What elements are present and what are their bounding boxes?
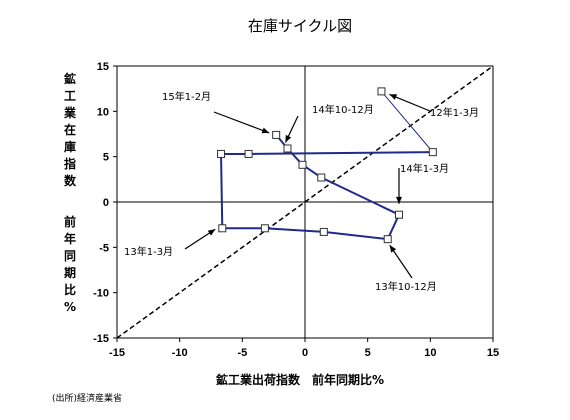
- data-point-marker: [244, 149, 253, 158]
- x-tick-label: 10: [424, 347, 436, 359]
- annotation-label: 12年1-3月: [430, 106, 479, 119]
- y-axis-label-char: 在: [64, 122, 76, 137]
- series-line-segment: [386, 214, 400, 240]
- y-axis-sublabel-char: 比: [64, 282, 76, 297]
- series-layer: [217, 87, 437, 244]
- data-point-marker: [298, 160, 307, 169]
- annotation-label: 14年1-3月: [400, 162, 449, 175]
- annotation-arrowhead: [389, 245, 397, 253]
- x-tick-label: 0: [302, 347, 308, 359]
- reference-line-layer: [116, 65, 494, 339]
- data-point-marker: [272, 130, 281, 139]
- y-tick-label: 0: [103, 197, 109, 209]
- reference-diagonal-line: [116, 65, 494, 339]
- annotation-label: 15年1-2月: [162, 90, 211, 103]
- series-line-segment: [320, 176, 400, 216]
- annotation-arrowhead: [207, 229, 216, 236]
- y-axis-label-char: 数: [64, 173, 77, 188]
- y-tick-label: 10: [97, 106, 109, 118]
- y-axis-sublabel-char: %: [64, 300, 76, 314]
- annotation-label: 13年10-12月: [375, 280, 437, 293]
- y-tick-label: -10: [93, 288, 109, 300]
- y-tick-label: 5: [103, 152, 109, 164]
- data-point-marker: [428, 148, 437, 157]
- x-tick-label: 5: [365, 347, 371, 359]
- y-axis-sublabel-char: 同: [64, 249, 76, 263]
- annotation-arrow-line: [389, 93, 431, 112]
- annotation-layer: 12年1-3月 14年1-3月 14年10-12月 15年1-2月 13年1-3月 13年…: [124, 90, 479, 293]
- annotation-arrowhead: [389, 94, 398, 100]
- data-point-marker: [260, 224, 269, 233]
- y-axis-label-char: 業: [63, 105, 77, 120]
- annotation-arrowhead: [285, 134, 292, 143]
- data-point-marker: [283, 144, 292, 153]
- x-axis-label: 鉱工業出荷指数 前年同期比%: [216, 372, 384, 387]
- data-point-marker: [383, 235, 392, 244]
- axes-layer: -15 -10 -5 0 5 10 15 -15 -10 -5 0 5 10 15: [93, 61, 499, 359]
- x-tick-label: 15: [487, 347, 499, 359]
- y-axis-sublabel-char: 前: [64, 214, 76, 229]
- y-axis-label-char: 鉱: [64, 71, 76, 86]
- source-note: (出所)経済産業省: [52, 392, 122, 404]
- data-point-marker: [395, 210, 403, 219]
- y-axis-sublabel-char: 期: [64, 265, 76, 280]
- series-line-segment: [381, 91, 434, 153]
- annotation-arrowhead: [396, 196, 402, 204]
- y-axis-label-char: 工: [64, 89, 76, 103]
- y-tick-label: -15: [93, 333, 109, 345]
- annotation-label: 13年1-3月: [124, 245, 173, 258]
- series-line-segment: [264, 227, 324, 233]
- y-axis-label-char: 庫: [64, 139, 76, 154]
- y-tick-label: -5: [99, 242, 109, 254]
- y-tick-label: 15: [97, 61, 109, 73]
- data-point-marker: [317, 173, 326, 182]
- y-axis-label-char: 指: [64, 156, 76, 171]
- y-axis-sublabel-char: 年: [64, 231, 76, 246]
- data-point-marker: [377, 87, 386, 96]
- x-tick-label: -10: [172, 347, 188, 359]
- annotation-label: 14年10-12月: [312, 103, 374, 116]
- chart-title: 在庫サイクル図: [248, 17, 352, 35]
- data-point-marker: [218, 224, 227, 233]
- annotation-arrow-line: [213, 111, 270, 134]
- data-point-marker: [319, 227, 328, 236]
- x-tick-label: -15: [109, 347, 125, 359]
- series-line-segment: [323, 230, 388, 241]
- annotation-arrowhead: [261, 127, 270, 134]
- series-line-segment: [220, 153, 224, 229]
- series-line-segment: [248, 151, 433, 155]
- data-point-marker: [217, 149, 226, 158]
- x-tick-label: -5: [237, 347, 247, 359]
